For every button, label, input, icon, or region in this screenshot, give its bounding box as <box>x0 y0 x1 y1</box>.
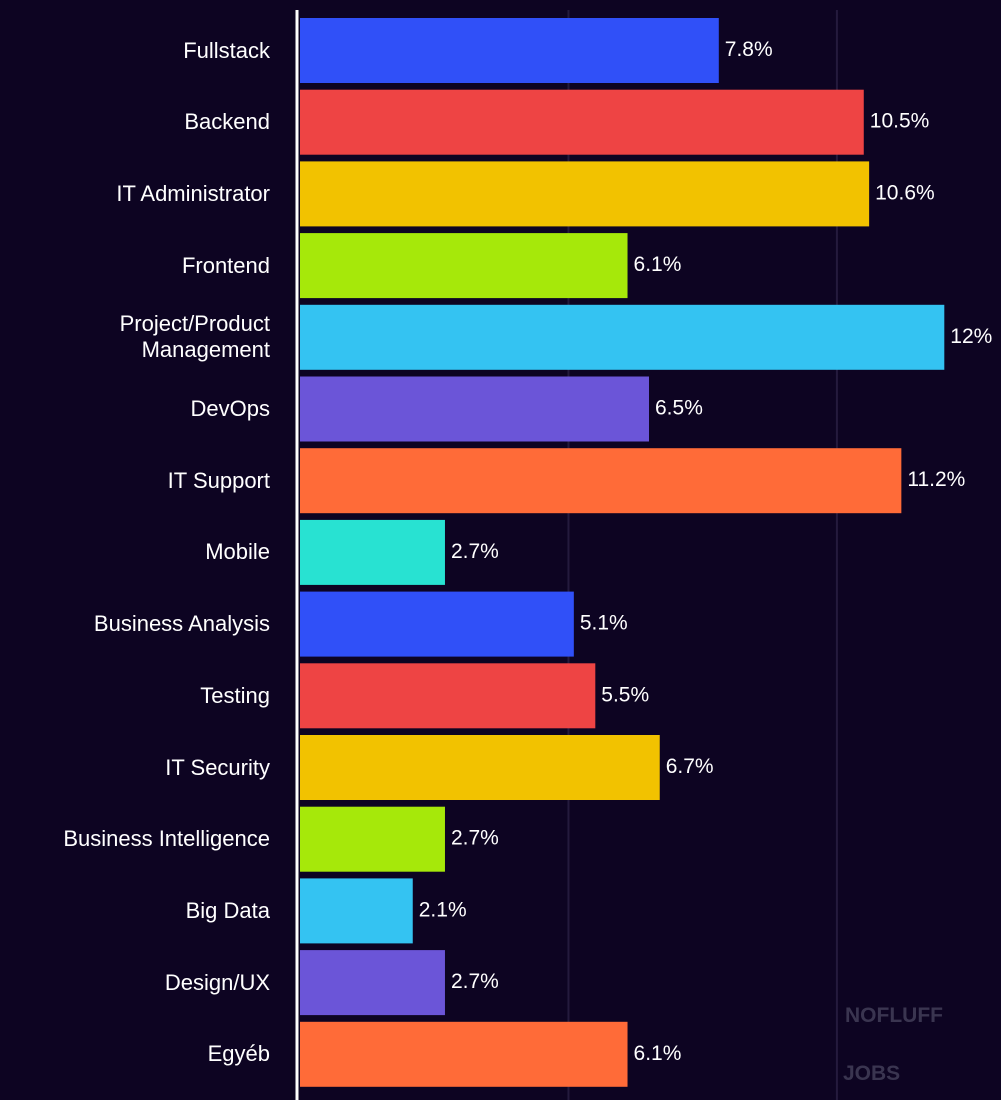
bar <box>300 878 413 944</box>
bar <box>300 663 596 729</box>
bar <box>300 950 445 1016</box>
bar <box>300 519 445 585</box>
bar <box>300 18 719 83</box>
bar <box>300 304 945 370</box>
value-label: 6.1% <box>634 1042 682 1065</box>
value-label: 6.7% <box>666 755 714 778</box>
bar <box>300 735 660 800</box>
value-label: 2.7% <box>451 827 499 850</box>
category-label: Testing <box>200 682 270 708</box>
category-label: Design/UX <box>164 969 270 995</box>
value-label: 6.5% <box>655 397 703 420</box>
value-label: 12% <box>950 325 992 348</box>
bar <box>300 591 574 657</box>
value-label: 10.5% <box>870 110 930 133</box>
value-label: 6.1% <box>634 253 682 276</box>
category-label: Big Data <box>185 897 270 923</box>
category-label: Frontend <box>181 252 270 278</box>
value-label: 2.7% <box>451 540 499 563</box>
bar <box>300 1021 628 1087</box>
category-label: IT Support <box>167 467 270 493</box>
value-label: 7.8% <box>725 38 773 61</box>
category-label: Business Analysis <box>93 611 270 637</box>
watermark: JOBS <box>843 1062 900 1085</box>
bar <box>300 89 864 155</box>
category-label: Project/Product Management <box>119 311 270 363</box>
value-label: 10.6% <box>875 181 935 204</box>
category-label: Business Intelligence <box>63 826 270 852</box>
category-label: Egyéb <box>207 1041 270 1067</box>
category-label: IT Administrator <box>116 180 270 206</box>
bar <box>300 448 902 514</box>
watermark: NOFLUFF <box>845 1004 943 1027</box>
value-label: 11.2% <box>907 468 965 491</box>
bar <box>300 233 628 299</box>
category-label: Fullstack <box>183 37 270 63</box>
category-label: IT Security <box>165 754 270 780</box>
category-label: DevOps <box>190 396 270 421</box>
category-label: Backend <box>184 109 270 135</box>
value-label: 2.1% <box>419 898 467 921</box>
bar <box>300 806 445 872</box>
bar <box>300 161 870 227</box>
value-label: 5.1% <box>580 612 628 635</box>
value-label: 2.7% <box>451 970 499 993</box>
category-label: Mobile <box>205 539 270 565</box>
value-label: 5.5% <box>601 683 649 706</box>
bar <box>300 376 649 442</box>
